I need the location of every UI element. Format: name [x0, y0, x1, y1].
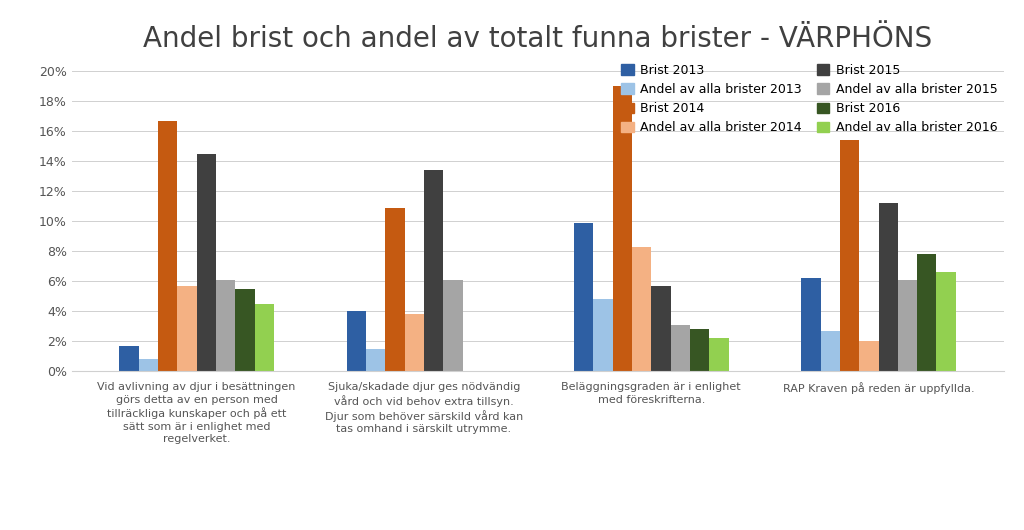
Bar	[710, 338, 728, 371]
Legend: Brist 2013, Andel av alla brister 2013, Brist 2014, Andel av alla brister 2014, : Brist 2013, Andel av alla brister 2013, …	[622, 64, 997, 135]
Title: Andel brist och andel av totalt funna brister - VÄRPHÖNS: Andel brist och andel av totalt funna br…	[143, 25, 932, 53]
Bar	[574, 223, 593, 371]
Bar	[138, 359, 158, 371]
Bar	[424, 170, 443, 371]
Bar	[918, 254, 937, 371]
Bar	[937, 272, 955, 371]
Bar	[820, 331, 840, 371]
Bar	[859, 341, 879, 371]
Bar	[158, 121, 177, 371]
Bar	[236, 288, 255, 371]
Bar	[443, 279, 463, 371]
Bar	[216, 279, 236, 371]
Bar	[612, 86, 632, 371]
Bar	[840, 140, 859, 371]
Bar	[404, 314, 424, 371]
Bar	[632, 246, 651, 371]
Bar	[385, 208, 404, 371]
Bar	[177, 286, 197, 371]
Bar	[197, 154, 216, 371]
Bar	[593, 299, 612, 371]
Bar	[671, 324, 690, 371]
Bar	[651, 286, 671, 371]
Bar	[690, 329, 710, 371]
Bar	[366, 349, 385, 371]
Bar	[120, 346, 138, 371]
Bar	[801, 278, 820, 371]
Bar	[879, 203, 898, 371]
Bar	[255, 304, 274, 371]
Bar	[898, 279, 918, 371]
Bar	[347, 311, 366, 371]
